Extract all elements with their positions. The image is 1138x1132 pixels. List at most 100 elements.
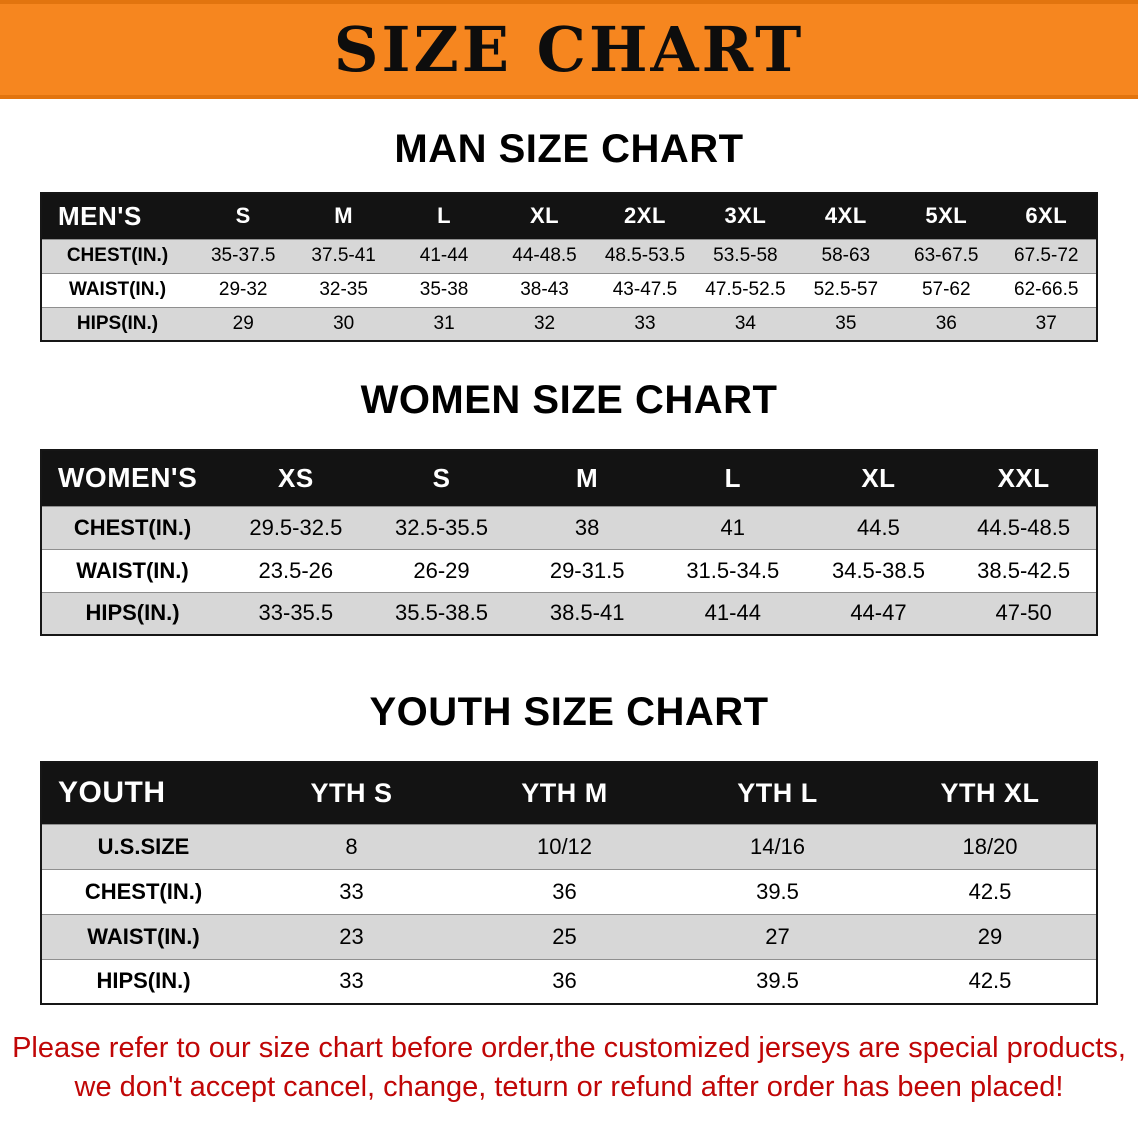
size-column-header: 3XL (695, 193, 796, 239)
table-title-cell: YOUTH (41, 762, 245, 824)
men-section-heading: MAN SIZE CHART (394, 127, 744, 171)
youth-size-table: YOUTH YTH S YTH M YTH L YTH XL U.S.SIZE 8 10/1… (40, 761, 1098, 1005)
size-column-header: YTH XL (884, 762, 1097, 824)
size-value-cell: 35 (835, 312, 857, 334)
size-value-cell: 29 (977, 923, 1003, 949)
women-header-row: WOMEN'S XS S M L XL XXL (41, 450, 1097, 506)
women-section-heading: WOMEN SIZE CHART (360, 378, 778, 422)
size-column-header: XL (805, 450, 952, 506)
size-value-cell: 37.5-41 (311, 245, 376, 266)
size-value-cell: 30 (333, 312, 355, 334)
size-value-cell: 31.5-34.5 (686, 557, 780, 583)
banner-title: SIZE CHART (333, 13, 805, 86)
size-chart-page: SIZE CHART MAN SIZE CHART MEN'S S M L XL 2XL 3… (0, 0, 1138, 1107)
row-label: HIPS(IN.) (96, 968, 191, 994)
size-value-cell: 34.5-38.5 (831, 557, 925, 583)
size-value-cell: 36 (935, 312, 957, 334)
table-title-cell: MEN'S (41, 193, 193, 239)
youth-table-body: U.S.SIZE 8 10/12 14/16 18/20 CHEST(IN.) 33 36 39… (41, 824, 1097, 1004)
size-value-cell: 47.5-52.5 (705, 279, 786, 300)
size-value-cell: 32 (533, 312, 556, 334)
size-value-cell: 23 (339, 923, 364, 949)
measurement-row: HIPS(IN.) 33-35.5 35.5-38.5 38.5-41 41-44 44-… (41, 592, 1097, 635)
banner: SIZE CHART (0, 0, 1138, 99)
size-value-cell: 18/20 (962, 833, 1018, 859)
size-value-cell: 23.5-26 (258, 557, 334, 583)
size-value-cell: 48.5-53.5 (604, 245, 686, 266)
size-value-cell: 47-50 (995, 600, 1052, 626)
size-value-cell: 35.5-38.5 (395, 600, 488, 626)
men-table-body: CHEST(IN.) 35-37.5 37.5-41 41-44 44-48.5 48.5… (41, 239, 1097, 341)
size-value-cell: 44.5 (857, 514, 900, 540)
size-value-cell: 35-37.5 (210, 245, 276, 266)
size-value-cell: 42.5 (968, 968, 1012, 994)
row-label: CHEST(IN.) (66, 245, 169, 266)
size-value-cell: 29-32 (218, 279, 268, 300)
size-column-header: XS (223, 450, 369, 506)
size-column-header: YTH M (458, 762, 671, 824)
row-label: HIPS(IN.) (76, 312, 159, 334)
size-value-cell: 31 (433, 312, 455, 334)
youth-table-header: YOUTH YTH S YTH M YTH L YTH XL (41, 762, 1097, 824)
size-value-cell: 25 (552, 923, 577, 949)
size-value-cell: 57-62 (921, 279, 971, 300)
footer-line-1: Please refer to our size chart before or… (12, 1032, 1126, 1064)
size-value-cell: 41 (720, 514, 746, 540)
size-value-cell: 44-47 (850, 600, 907, 626)
row-label: U.S.SIZE (97, 833, 190, 859)
footer-line-2: we don't accept cancel, change, teturn o… (74, 1071, 1064, 1104)
men-table-header: MEN'S S M L XL 2XL 3XL 4XL 5XL 6XL (41, 193, 1097, 239)
size-value-cell: 44.5-48.5 (977, 514, 1071, 540)
row-label: WAIST(IN.) (87, 923, 200, 949)
size-value-cell: 43-47.5 (612, 279, 678, 300)
women-table-body: CHEST(IN.) 29.5-32.5 32.5-35.5 38 41 44.5 44.5… (41, 506, 1097, 635)
measurement-row: CHEST(IN.) 33 36 39.5 42.5 (41, 869, 1097, 914)
size-value-cell: 41-44 (704, 600, 761, 626)
youth-section-heading: YOUTH SIZE CHART (369, 690, 769, 734)
measurement-row: CHEST(IN.) 29.5-32.5 32.5-35.5 38 41 44.5 44.5… (41, 506, 1097, 549)
size-value-cell: 33 (339, 968, 364, 994)
size-value-cell: 34 (734, 312, 756, 334)
size-value-cell: 39.5 (756, 878, 799, 904)
size-column-header: 5XL (896, 193, 997, 239)
size-value-cell: 63-67.5 (914, 245, 979, 266)
size-value-cell: 14/16 (749, 833, 806, 859)
size-column-header: XL (494, 193, 595, 239)
size-value-cell: 39.5 (756, 968, 799, 994)
size-value-cell: 52.5-57 (813, 279, 879, 300)
size-column-header: L (659, 450, 806, 506)
men-header-row: MEN'S S M L XL 2XL 3XL 4XL 5XL 6XL (41, 193, 1097, 239)
size-column-header: L (393, 193, 495, 239)
size-column-header: M (514, 450, 660, 506)
size-value-cell: 33 (339, 878, 364, 904)
footer-note: Please refer to our size chart before or… (0, 1029, 1138, 1107)
row-label: CHEST(IN.) (73, 514, 192, 540)
size-value-cell: 38.5-42.5 (977, 557, 1071, 583)
measurement-row: HIPS(IN.) 33 36 39.5 42.5 (41, 959, 1097, 1004)
size-value-cell: 8 (345, 833, 358, 859)
size-column-header: 2XL (594, 193, 696, 239)
size-value-cell: 38 (574, 514, 600, 540)
measurement-row: HIPS(IN.) 29 30 31 32 33 34 35 36 37 (41, 307, 1097, 341)
size-value-cell: 29-31.5 (549, 557, 625, 583)
size-value-cell: 36 (552, 878, 577, 904)
size-value-cell: 67.5-72 (1014, 245, 1079, 266)
size-value-cell: 35-38 (419, 279, 469, 300)
table-title-cell: WOMEN'S (41, 450, 223, 506)
size-value-cell: 36 (552, 968, 577, 994)
size-value-cell: 27 (765, 923, 790, 949)
row-label: CHEST(IN.) (84, 878, 203, 904)
measurement-row: WAIST(IN.) 23 25 27 29 (41, 914, 1097, 959)
measurement-row: WAIST(IN.) 29-32 32-35 35-38 38-43 43-47.5 47.… (41, 273, 1097, 307)
size-value-cell: 42.5 (968, 878, 1012, 904)
size-value-cell: 32.5-35.5 (395, 514, 488, 540)
measurement-row: WAIST(IN.) 23.5-26 26-29 29-31.5 31.5-34.5 34… (41, 549, 1097, 592)
size-value-cell: 33-35.5 (258, 600, 334, 626)
size-value-cell: 58-63 (821, 245, 871, 266)
size-value-cell: 37 (1035, 312, 1057, 334)
size-value-cell: 41-44 (419, 245, 469, 266)
women-table-header: WOMEN'S XS S M L XL XXL (41, 450, 1097, 506)
measurement-row: U.S.SIZE 8 10/12 14/16 18/20 (41, 824, 1097, 869)
size-column-header: 6XL (996, 193, 1097, 239)
size-value-cell: 44-48.5 (512, 245, 577, 266)
